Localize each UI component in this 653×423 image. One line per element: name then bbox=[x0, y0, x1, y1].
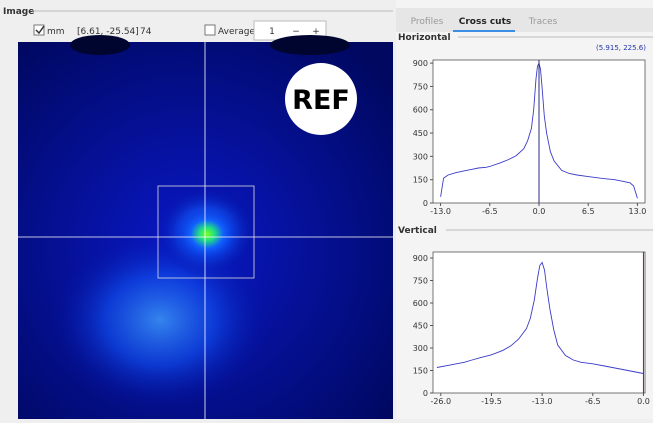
x-tick-label: -13.0 bbox=[430, 207, 451, 216]
x-tick-label: 13.0 bbox=[629, 207, 647, 216]
cursor-readout: (5.915, 225.6) bbox=[596, 44, 646, 52]
x-tick-label: -6.5 bbox=[482, 207, 498, 216]
pixel-value: 74 bbox=[140, 27, 152, 37]
tab[interactable]: Traces bbox=[528, 17, 558, 27]
spin-value: 1 bbox=[269, 27, 275, 37]
plot-label: Vertical bbox=[398, 226, 437, 236]
shadow bbox=[270, 35, 350, 55]
y-tick-label: 450 bbox=[413, 322, 428, 331]
y-tick-label: 450 bbox=[413, 129, 428, 138]
x-tick-label: -13.0 bbox=[532, 397, 553, 406]
y-tick-label: 150 bbox=[413, 176, 428, 185]
y-tick-label: 600 bbox=[413, 106, 428, 115]
y-tick-label: 150 bbox=[413, 367, 428, 376]
y-tick-label: 0 bbox=[423, 389, 428, 398]
x-tick-label: 0.0 bbox=[637, 397, 650, 406]
y-tick-label: 900 bbox=[413, 254, 428, 263]
screen: Image mm [6.61, -25.54] 74 Average 1 − +… bbox=[0, 0, 653, 419]
y-tick-label: 0 bbox=[423, 199, 428, 208]
x-tick-label: 0.0 bbox=[533, 207, 546, 216]
panel-title: Image bbox=[3, 7, 34, 17]
y-tick-label: 600 bbox=[413, 299, 428, 308]
plot-area bbox=[433, 252, 645, 393]
average-label: Average bbox=[218, 27, 255, 37]
y-tick-label: 900 bbox=[413, 59, 428, 68]
shadow bbox=[70, 35, 130, 55]
x-tick-label: -19.5 bbox=[481, 397, 502, 406]
tab[interactable]: Profiles bbox=[411, 17, 444, 27]
plot-label: Horizontal bbox=[398, 33, 451, 43]
average-checkbox[interactable] bbox=[205, 25, 215, 35]
x-tick-label: 6.5 bbox=[582, 207, 595, 216]
y-tick-label: 300 bbox=[413, 152, 428, 161]
y-tick-label: 750 bbox=[413, 277, 428, 286]
x-tick-label: -6.5 bbox=[585, 397, 601, 406]
y-tick-label: 750 bbox=[413, 82, 428, 91]
x-tick-label: -26.0 bbox=[430, 397, 451, 406]
ref-text: REF bbox=[292, 85, 350, 116]
tab[interactable]: Cross cuts bbox=[459, 17, 511, 27]
y-tick-label: 300 bbox=[413, 344, 428, 353]
beam-spot bbox=[177, 208, 237, 260]
units-label: mm bbox=[47, 27, 65, 37]
